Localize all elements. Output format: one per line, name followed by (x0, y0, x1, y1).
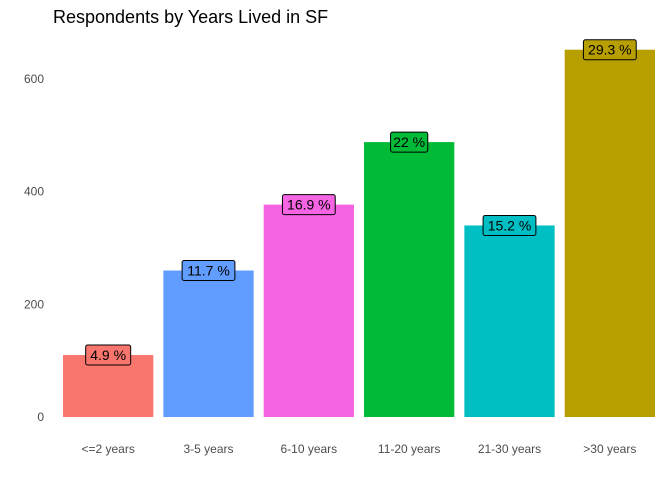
x-axis: <=2 years 3-5 years 6-10 years 11-20 years 2… (81, 442, 636, 456)
data-label-text: 15.2 % (488, 217, 532, 233)
bar (564, 49, 655, 417)
data-label-text: 16.9 % (287, 197, 331, 213)
data-label-text: 29.3 % (588, 42, 632, 58)
x-tick-label: <=2 years (81, 442, 134, 456)
data-label-box (482, 214, 537, 236)
x-tick-label: >30 years (583, 442, 636, 456)
data-label-box (390, 131, 429, 153)
x-tick-label: 11-20 years (378, 442, 440, 456)
data-label: 16.9 % (281, 194, 336, 216)
y-tick-label: 200 (24, 297, 44, 311)
data-label-box (181, 260, 236, 282)
x-tick-label: 3-5 years (183, 442, 233, 456)
chart-title: Respondents by Years Lived in SF (53, 7, 328, 27)
data-label-box (85, 344, 132, 366)
data-labels: 4.9 % 11.7 % 16.9 % 22 % 15.2 % 29.3 % (85, 39, 637, 366)
y-tick-label: 400 (24, 185, 44, 199)
y-tick-label: 0 (37, 410, 44, 424)
data-label: 22 % (390, 131, 429, 153)
bars (63, 49, 655, 418)
bar (364, 142, 455, 418)
bar (263, 204, 354, 417)
x-tick-label: 6-10 years (280, 442, 337, 456)
data-label: 11.7 % (181, 260, 236, 282)
data-label-text: 4.9 % (90, 347, 126, 363)
data-label: 29.3 % (582, 39, 637, 61)
bar (464, 225, 555, 417)
bar (163, 270, 254, 417)
data-label-text: 22 % (393, 134, 425, 150)
data-label-box (281, 194, 336, 216)
y-tick-label: 600 (24, 72, 44, 86)
data-label: 15.2 % (482, 214, 537, 236)
data-label: 4.9 % (85, 344, 132, 366)
data-label-box (582, 39, 637, 61)
y-axis: 0 200 400 600 (24, 72, 44, 424)
x-tick-label: 21-30 years (478, 442, 541, 456)
data-label-text: 11.7 % (187, 263, 230, 279)
